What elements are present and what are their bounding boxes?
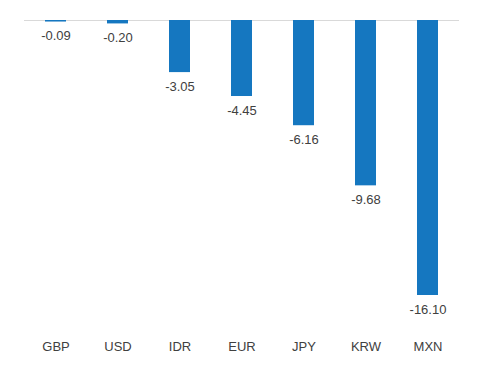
svg-text:-0.20: -0.20 [103, 30, 133, 45]
svg-text:JPY: JPY [292, 339, 316, 354]
svg-text:-16.10: -16.10 [410, 302, 447, 317]
svg-text:KRW: KRW [351, 339, 382, 354]
svg-text:IDR: IDR [169, 339, 191, 354]
svg-text:-0.09: -0.09 [41, 28, 71, 43]
svg-text:-4.45: -4.45 [227, 103, 257, 118]
svg-text:-9.68: -9.68 [351, 192, 381, 207]
svg-text:GBP: GBP [42, 339, 69, 354]
svg-text:MXN: MXN [414, 339, 443, 354]
svg-text:EUR: EUR [228, 339, 255, 354]
svg-text:-6.16: -6.16 [289, 132, 319, 147]
svg-text:-3.05: -3.05 [165, 79, 195, 94]
svg-text:USD: USD [104, 339, 131, 354]
